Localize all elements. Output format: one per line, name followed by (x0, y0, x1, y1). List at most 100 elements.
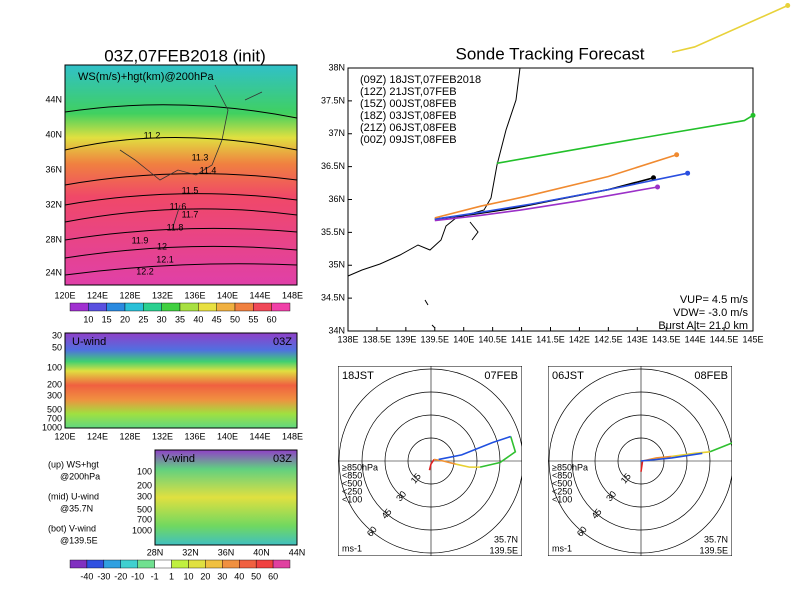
note: @35.7N (60, 503, 93, 513)
legend-entry: <250 (342, 486, 362, 496)
location: 35.7N (494, 534, 518, 544)
x-tick-label: 148E (282, 290, 303, 300)
colorbar-label: 60 (267, 314, 277, 324)
colorbar-box (171, 559, 189, 569)
colorbar-box (234, 302, 254, 312)
colorbar-label: 15 (102, 314, 112, 324)
y-tick-label: 200 (47, 379, 62, 389)
x-tick-label: 140E (217, 290, 238, 300)
landing-point (750, 112, 756, 118)
legend-entry: <100 (552, 494, 572, 504)
coastline (119, 84, 263, 231)
x-tick-label: 124E (87, 290, 108, 300)
landing-point (655, 184, 661, 190)
v-time: 03Z (273, 453, 292, 465)
v-label: V-wind (162, 453, 195, 465)
colorbar-box (137, 559, 155, 569)
colorbar-box (271, 302, 291, 312)
x-tick-label: 32N (182, 547, 199, 557)
colorbar-box (222, 559, 240, 569)
x-tick-label: 136E (184, 290, 205, 300)
x-tick-label: 142E (569, 334, 590, 344)
hodograph-line (433, 458, 456, 465)
legend-entry: ≥850hPa (342, 462, 378, 472)
colorbar-label: 1 (169, 571, 174, 581)
v-wind-section (154, 449, 298, 546)
hodograph-line (640, 452, 703, 462)
colorbar-box (255, 559, 274, 569)
y-tick-label: 44N (45, 94, 62, 104)
colorbar-box (120, 559, 138, 569)
colorbar-label: 40 (234, 571, 244, 581)
map-label: WS(m/s)+hgt(km)@200hPa (78, 71, 214, 83)
x-tick-label: 144.5E (710, 334, 739, 344)
tracking-chart (347, 67, 754, 332)
ring (617, 437, 665, 485)
legend-entry: <500 (552, 478, 572, 488)
colorbar-box (198, 302, 217, 312)
colorbar-label: 50 (251, 571, 261, 581)
u-time: 03Z (273, 336, 292, 348)
colorbar-box (154, 559, 172, 569)
colorbar-label: 45 (212, 314, 222, 324)
legend-entry: ≥850hPa (552, 462, 588, 472)
contour-label: 12.1 (156, 254, 174, 264)
ring (384, 414, 478, 508)
landing-point (650, 175, 656, 181)
colorbar-box (272, 559, 291, 569)
hodograph-line (428, 459, 435, 471)
left-title: 03Z,07FEB2018 (init) (104, 46, 266, 65)
x-tick-label: 148E (282, 431, 303, 441)
legend-entry: (15Z) 00JST,08FEB (360, 98, 457, 110)
track-line (671, 4, 789, 53)
colorbar-label: 10 (83, 314, 93, 324)
annotation: Burst Alt= 21.0 km (658, 320, 748, 332)
colorbar-box (106, 302, 126, 312)
hodograph-line (640, 460, 644, 472)
colorbar-label: 30 (157, 314, 167, 324)
colorbar-label: 25 (138, 314, 148, 324)
contour-label: 11.4 (200, 165, 217, 175)
colorbar-label: 55 (248, 314, 258, 324)
contour-label: 11.6 (170, 201, 187, 211)
legend-entry: <100 (342, 494, 362, 504)
ring (548, 368, 732, 554)
colorbar-label: -20 (114, 571, 127, 581)
colorbar-box (69, 559, 88, 569)
left-panels: 03Z,07FEB2018 (init) WS(m/s)+hgt(km)@200… (64, 46, 298, 546)
ring-label: 60 (365, 524, 379, 538)
x-tick-label: 139.5E (421, 334, 450, 344)
location: 139.5E (699, 545, 728, 555)
panel-date: 07FEB (484, 370, 518, 382)
note: (bot) V-wind (48, 523, 96, 533)
x-tick-label: 144E (685, 334, 706, 344)
colorbar-box (88, 302, 107, 312)
colorbar-box (253, 302, 272, 312)
legend-entry: <850 (342, 470, 362, 480)
x-tick-label: 140.5E (478, 334, 507, 344)
contour-label: 12.2 (136, 266, 154, 276)
colorbar-label: 30 (217, 571, 227, 581)
x-tick-label: 141E (511, 334, 532, 344)
x-tick-label: 144E (249, 290, 270, 300)
height-contours (64, 104, 298, 276)
y-tick-label: 40N (45, 129, 62, 139)
colorbar-box (216, 302, 236, 312)
x-tick-label: 141.5E (536, 334, 565, 344)
hodograph-line (671, 451, 711, 458)
hodograph-line (709, 442, 732, 453)
hodograph-line (438, 435, 511, 461)
legend-entry: (18Z) 03JST,08FEB (360, 110, 457, 122)
x-tick-label: 128E (119, 431, 140, 441)
unit: ms-1 (342, 543, 362, 553)
panel-time: 18JST (342, 370, 374, 382)
x-tick-label: 36N (218, 547, 235, 557)
colorbar-box (205, 559, 223, 569)
ring (361, 391, 501, 531)
x-tick-label: 138.5E (363, 334, 392, 344)
panel-time: 06JST (552, 370, 584, 382)
u-label: U-wind (72, 336, 106, 348)
ring (571, 391, 711, 531)
